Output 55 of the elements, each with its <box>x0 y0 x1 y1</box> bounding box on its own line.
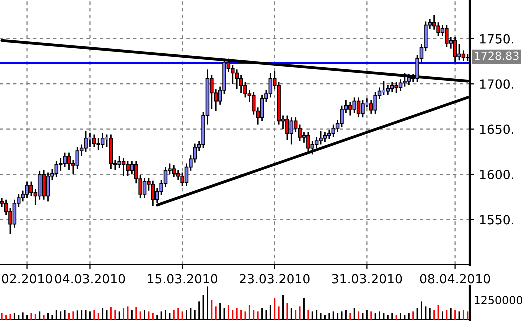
candlestick <box>348 102 352 116</box>
candlestick <box>142 177 147 199</box>
y-tick-label: 1600. <box>480 170 514 180</box>
candlestick <box>84 130 88 153</box>
y-tick-label: 1650. <box>480 124 514 134</box>
candlestick <box>394 82 398 94</box>
candlestick <box>42 169 46 201</box>
candlestick <box>54 160 59 178</box>
candlestick <box>398 78 403 92</box>
candlestick <box>386 84 390 96</box>
candlestick <box>432 14 436 31</box>
candlestick <box>462 50 466 62</box>
y-tick-label: 1550. <box>480 215 514 225</box>
candlestick <box>130 160 134 176</box>
candlestick <box>63 152 67 168</box>
candlestick <box>268 72 273 98</box>
candlestick <box>453 36 458 64</box>
candlestick <box>286 115 290 141</box>
candlestick <box>361 100 365 118</box>
candlestick <box>306 131 310 153</box>
candlestick <box>356 96 361 118</box>
candlestick <box>319 130 323 146</box>
x-tick-label: 31.03.2010 <box>332 274 402 284</box>
candlestick <box>352 96 356 114</box>
text: 1250000 <box>474 296 523 305</box>
candlestick <box>46 172 50 202</box>
candlestick <box>445 24 449 48</box>
candlestick <box>260 94 264 122</box>
x-tick-label: 15.03.2010 <box>148 274 218 284</box>
candlestick <box>126 160 130 178</box>
x-tick-label: 23.03.2010 <box>240 274 310 284</box>
y-tick-label: 1700. <box>480 80 514 90</box>
candlestick <box>290 116 294 146</box>
x-tick-label: 08.04.2010 <box>420 274 490 284</box>
candlestick <box>67 152 72 171</box>
candlestick <box>96 138 101 151</box>
candlestick <box>25 181 30 199</box>
candlestick <box>374 92 378 115</box>
candlestick <box>323 131 328 143</box>
candlestick <box>151 180 156 207</box>
x-tick-label: 02.2010 <box>2 274 52 284</box>
text: 1728.83 <box>474 52 519 60</box>
candlestick <box>235 68 239 90</box>
candlestick <box>458 44 462 62</box>
candlestick <box>118 156 122 169</box>
x-tick-label: 04.03.2010 <box>55 274 126 284</box>
candlestick <box>390 82 394 93</box>
candlestick <box>172 164 176 178</box>
candlestick <box>369 100 374 115</box>
candlestick <box>92 134 96 148</box>
candlestick <box>100 132 105 150</box>
candlestick <box>332 124 336 138</box>
candlestick <box>122 158 126 178</box>
y-tick-label: 1750. <box>480 34 514 44</box>
candlestick <box>176 169 180 181</box>
